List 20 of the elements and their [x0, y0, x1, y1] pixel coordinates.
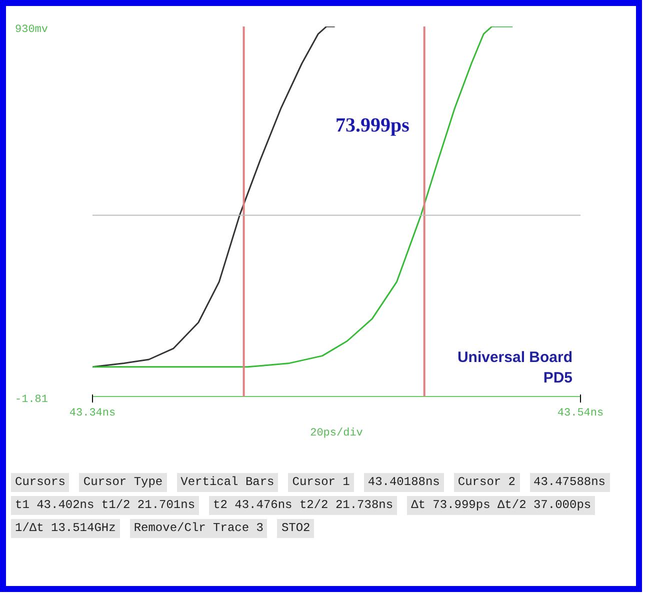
text: Cursors — [11, 473, 70, 492]
text: Cursor 2 — [454, 473, 520, 492]
annotation: Universal Board PD5 — [457, 349, 573, 386]
text: t1 43.402ns t1/2 21.701ns — [11, 496, 200, 516]
text: -1.81 — [15, 393, 48, 408]
text: STO2 — [277, 519, 314, 538]
text: Cursor 1 — [288, 473, 354, 492]
text: 930mv — [15, 23, 48, 38]
text: 43.47588ns — [530, 473, 610, 492]
text: Δt 73.999ps Δt/2 37.000ps — [407, 496, 596, 516]
text: 43.40188ns — [364, 473, 444, 492]
text: 1/Δt 13.514GHz — [11, 519, 120, 538]
x-tick-label: 43.54ns — [557, 408, 604, 420]
text: t2 43.476ns t2/2 21.738ns — [209, 496, 398, 516]
annotation: 73.999ps — [336, 114, 410, 136]
text: Vertical Bars — [176, 473, 278, 492]
x-axis-title: 20ps/div — [310, 428, 364, 440]
text: Remove/Clr Trace 3 — [130, 519, 268, 538]
text: Cursor Type — [79, 473, 167, 492]
x-tick-label: 43.34ns — [69, 408, 116, 420]
